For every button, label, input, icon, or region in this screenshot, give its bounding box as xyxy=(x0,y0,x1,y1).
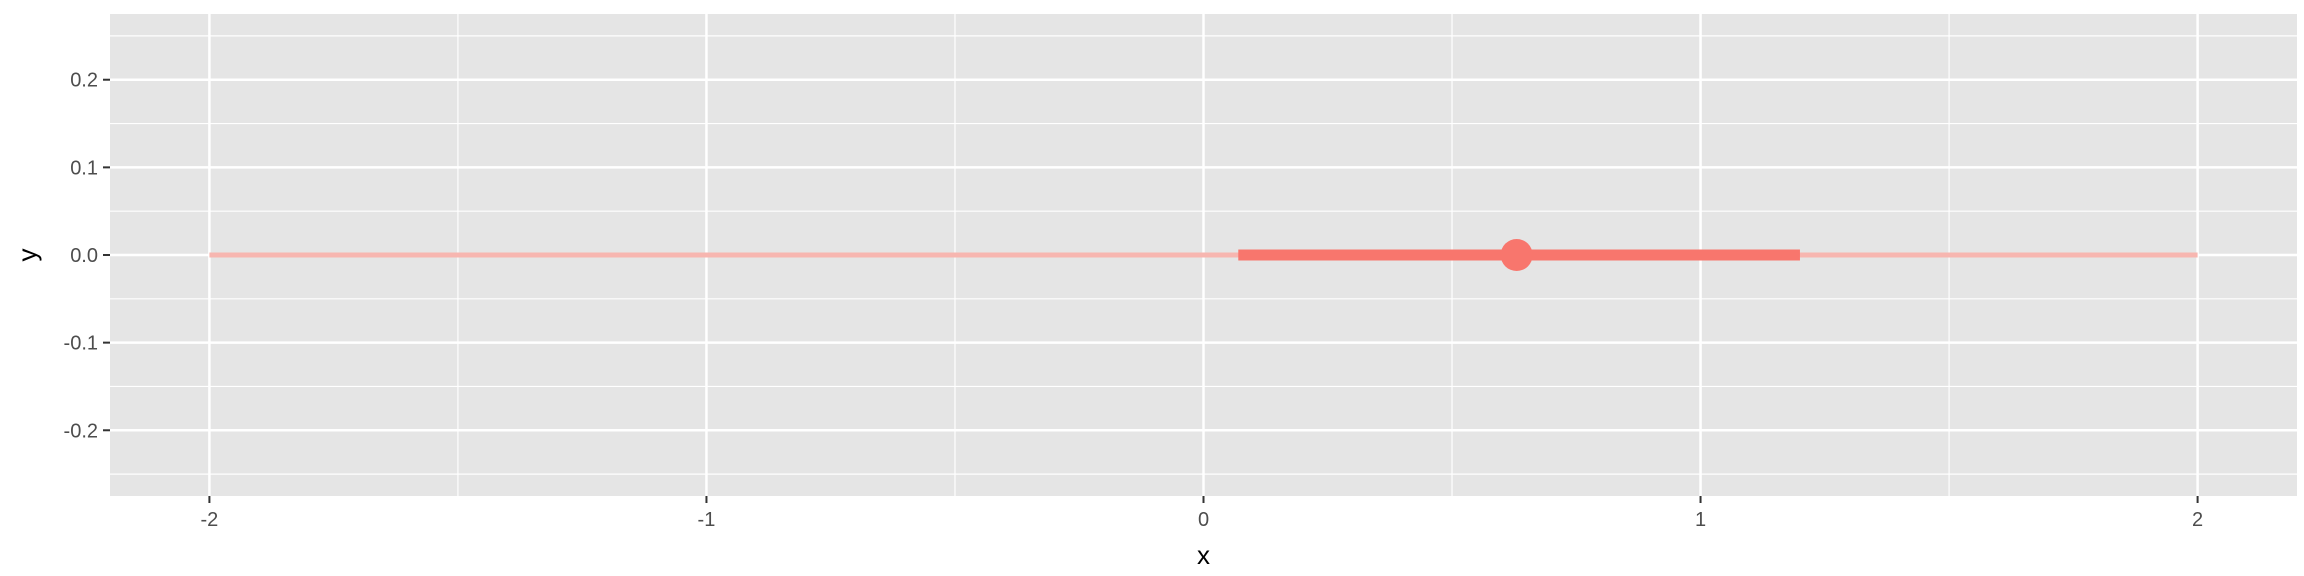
point-estimate xyxy=(1500,239,1533,271)
x-axis-title: x xyxy=(1197,540,1210,570)
x-tick-label: -1 xyxy=(698,509,716,531)
y-tick-label: 0.1 xyxy=(70,157,98,179)
x-tick-label: 1 xyxy=(1695,509,1706,531)
y-axis-title: y xyxy=(12,249,42,262)
interval-marks xyxy=(209,239,2198,271)
x-tick-label: 0 xyxy=(1198,509,1209,531)
y-axis: -0.2 -0.1 0.0 0.1 0.2 xyxy=(64,70,110,442)
y-tick-label: -0.1 xyxy=(64,333,98,355)
x-axis: -2 -1 0 1 2 xyxy=(201,496,2203,531)
y-tick-label: 0.0 xyxy=(70,245,98,267)
x-tick-label: -2 xyxy=(201,509,219,531)
y-tick-label: 0.2 xyxy=(70,70,98,92)
x-tick-label: 2 xyxy=(2192,509,2203,531)
y-tick-label: -0.2 xyxy=(64,420,98,442)
